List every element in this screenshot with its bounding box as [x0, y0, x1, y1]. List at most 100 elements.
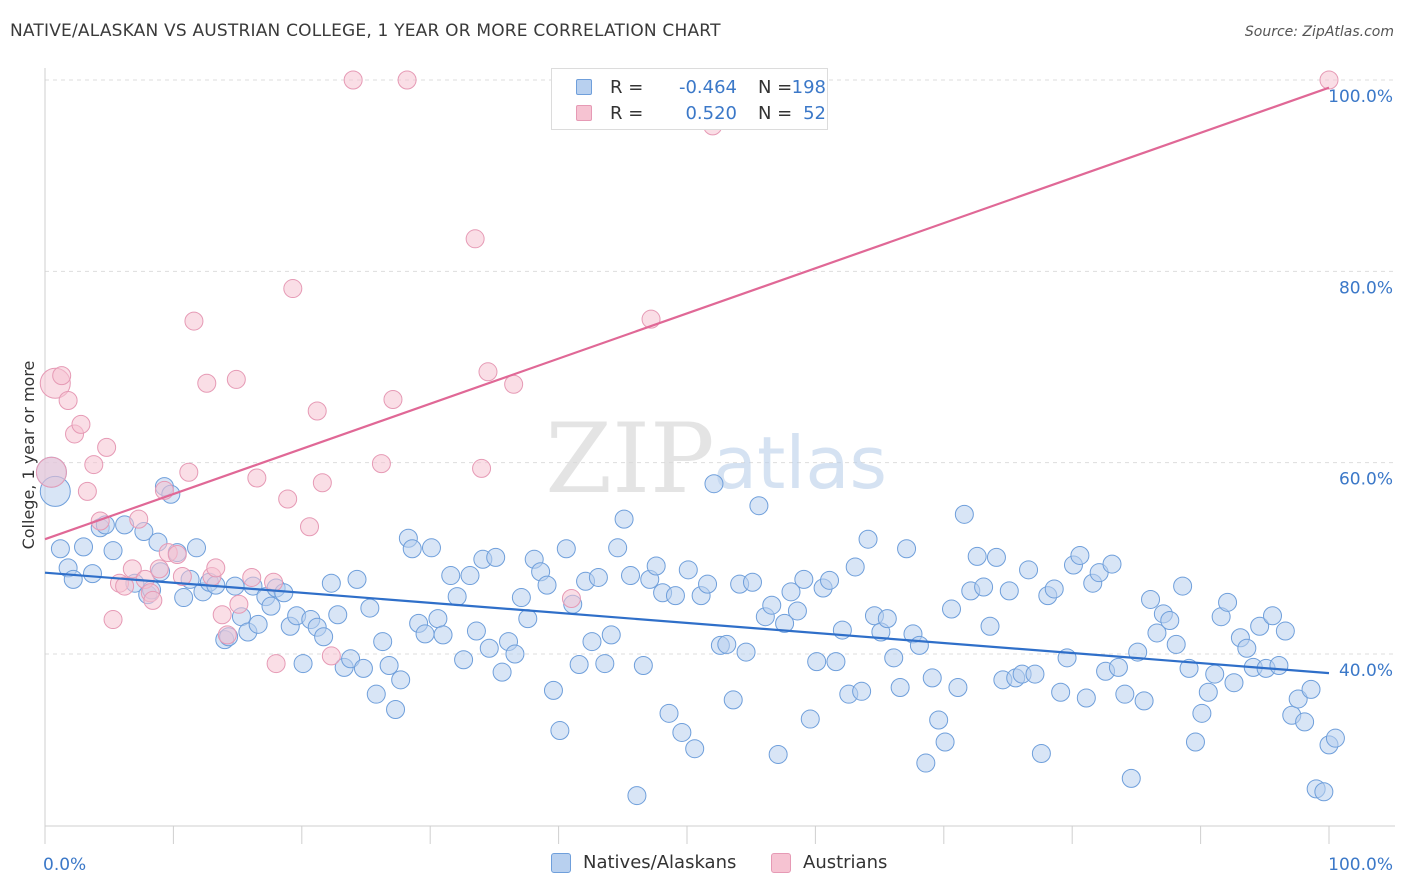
data-point-natives [1108, 657, 1128, 677]
data-point-natives [441, 566, 461, 586]
data-point-natives [373, 632, 393, 652]
watermark: ZIP atlas [545, 403, 887, 515]
trend-lines [44, 86, 1330, 675]
watermark-zip: ZIP [545, 403, 714, 515]
stats-r-value: -0.464 [678, 77, 737, 98]
data-point-austrians [97, 437, 117, 457]
data-point-natives [366, 684, 386, 704]
data-point-natives [1179, 658, 1199, 678]
data-point-austrians [212, 605, 232, 625]
data-point-natives [768, 744, 788, 764]
data-point-natives [858, 529, 878, 549]
data-point-natives [678, 560, 698, 580]
data-point-natives [1185, 732, 1205, 752]
data-point-austrians [103, 610, 123, 630]
data-point-natives [608, 538, 628, 558]
trend-line-natives [44, 571, 1330, 675]
y-tick-label: 100.0% [1328, 87, 1393, 107]
data-point-austrians [52, 366, 72, 386]
data-point-natives [1237, 638, 1257, 658]
data-point-natives [909, 635, 929, 655]
data-point-austrians [77, 481, 97, 501]
data-point-natives [415, 624, 435, 644]
data-point-natives [1263, 606, 1283, 626]
data-point-natives [897, 539, 917, 559]
data-point-austrians [312, 473, 332, 493]
data-point-natives [685, 739, 705, 759]
data-point-austrians [1319, 70, 1339, 90]
stats-box: R = -0.464 N = 198 R = 0.520 N = 52 [551, 68, 828, 130]
data-point-natives [595, 654, 615, 674]
data-point-natives [1019, 560, 1039, 580]
stats-n-value: 198 [791, 77, 826, 98]
data-point-natives [967, 546, 987, 566]
data-point-natives [479, 638, 499, 658]
data-point-natives [614, 509, 634, 529]
data-point-natives [1147, 623, 1167, 643]
data-point-natives [890, 677, 910, 697]
data-point-natives [328, 605, 348, 625]
data-point-austrians [167, 545, 187, 565]
data-point-natives [314, 627, 334, 647]
data-point-natives [1205, 664, 1225, 684]
data-point-natives [261, 596, 281, 616]
data-point-natives [1166, 634, 1186, 654]
data-point-natives [775, 613, 795, 633]
data-point-austrians [247, 468, 267, 488]
data-point-natives [293, 654, 313, 674]
data-point-austrians [307, 401, 327, 421]
trend-line-austrians [44, 86, 1330, 541]
x-tick-label: 0.0% [43, 855, 86, 875]
y-axis-title: College, 1 year or more [19, 361, 38, 550]
data-point-natives [698, 574, 718, 594]
data-point-natives [1134, 691, 1154, 711]
stats-n-label: N = [758, 77, 793, 98]
data-point-austrians [90, 511, 110, 531]
data-point-austrians [478, 362, 498, 382]
data-point-natives [723, 690, 743, 710]
data-point-natives [672, 722, 692, 742]
data-point-natives [50, 539, 70, 559]
data-point-natives [341, 649, 361, 669]
data-point-natives [948, 677, 968, 697]
data-point-natives [601, 625, 621, 645]
stats-r-label: R = [610, 77, 644, 98]
gridlines [45, 79, 1395, 655]
data-point-natives [742, 572, 762, 592]
x-tick-label: 100.0% [1328, 855, 1393, 875]
data-point-natives [518, 609, 538, 629]
data-point-austrians [58, 390, 78, 410]
data-point-natives [1250, 616, 1270, 636]
axes [44, 68, 1395, 844]
data-point-natives [1025, 664, 1045, 684]
watermark-atlas: atlas [713, 421, 887, 505]
data-point-austrians [266, 654, 286, 674]
data-point-natives [1269, 655, 1289, 675]
data-point-natives [852, 681, 872, 701]
data-point-natives [428, 609, 448, 629]
data-point-natives [447, 587, 467, 607]
data-point-austrians [321, 646, 341, 666]
data-point-austrians [149, 559, 169, 579]
data-point-natives [556, 539, 576, 559]
stats-r-value: 0.520 [685, 103, 737, 124]
data-point-natives [505, 644, 525, 664]
data-point-natives [665, 586, 685, 606]
data-point-natives [1224, 673, 1244, 693]
series-natives [35, 456, 1345, 806]
data-point-natives [704, 474, 724, 494]
data-point-natives [877, 609, 897, 629]
data-point-natives [1295, 712, 1315, 732]
data-point-natives [986, 547, 1006, 567]
data-point-natives [511, 588, 531, 608]
data-point-natives [820, 570, 840, 590]
data-point-natives [1128, 642, 1148, 662]
data-point-natives [460, 566, 480, 586]
data-point-natives [762, 595, 782, 615]
data-point-natives [466, 621, 486, 641]
legend-label-natives: Natives/Alaskans [583, 852, 737, 873]
data-point-austrians [226, 369, 246, 389]
data-point-natives [1192, 703, 1212, 723]
y-tick-label: 60.0% [1339, 470, 1393, 490]
data-point-natives [588, 567, 608, 587]
